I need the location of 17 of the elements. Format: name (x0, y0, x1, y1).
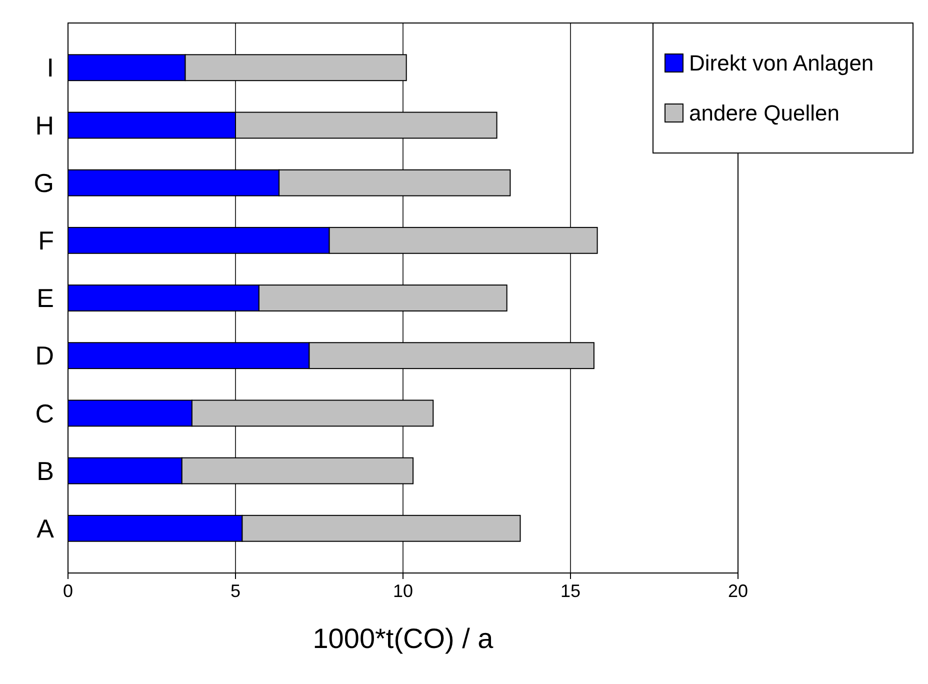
y-tick-label: B (36, 456, 54, 486)
legend-label: Direkt von Anlagen (689, 50, 874, 76)
y-tick-label: G (34, 168, 54, 198)
y-tick-label: F (38, 226, 54, 256)
x-tick-label: 10 (392, 581, 414, 601)
y-tick-label: D (35, 340, 54, 371)
x-axis-title: 1000*t(CO) / a (312, 623, 494, 654)
y-tick-label: C (35, 398, 54, 428)
y-tick-label: I (46, 52, 54, 83)
x-tick-label: 0 (62, 581, 74, 601)
legend-label: andere Quellen (689, 100, 840, 126)
y-tick-label: A (36, 513, 55, 544)
y-tick-label: E (36, 283, 54, 314)
y-tick-label: H (35, 110, 54, 140)
x-tick-label: 20 (728, 581, 748, 601)
x-tick-label: 15 (560, 581, 581, 601)
x-tick-label: 5 (230, 581, 241, 601)
